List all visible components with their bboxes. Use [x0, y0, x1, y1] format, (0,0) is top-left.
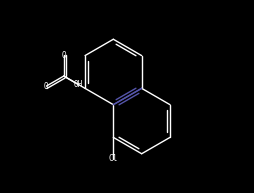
Text: O: O — [61, 51, 66, 60]
Text: O: O — [43, 82, 48, 91]
Text: OH: OH — [74, 80, 83, 89]
Text: Cl: Cl — [108, 154, 118, 163]
